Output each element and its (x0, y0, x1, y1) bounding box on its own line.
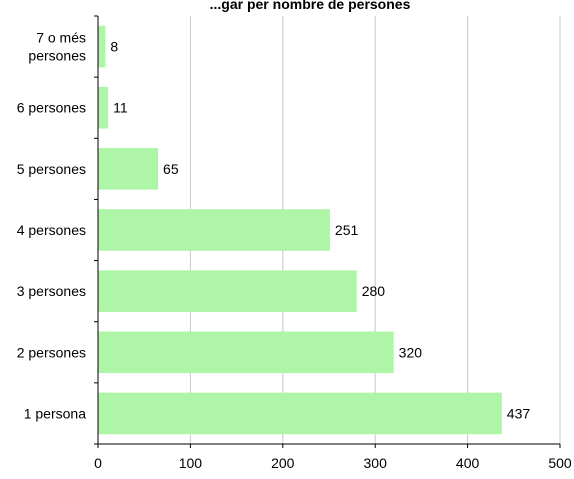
category-label-3-line-0: 4 persones (17, 222, 86, 238)
data-label-4: 65 (163, 161, 179, 177)
category-label-0: 1 persona (24, 405, 86, 421)
bar-6 (98, 25, 106, 68)
category-label-2: 3 persones (17, 283, 86, 299)
x-tick-label-0: 0 (94, 455, 102, 471)
bar-1 (98, 331, 394, 374)
data-label-1: 320 (399, 344, 423, 360)
category-label-4: 5 persones (17, 161, 86, 177)
category-label-0-line-0: 1 persona (24, 405, 86, 421)
x-tick-label-500: 500 (548, 455, 572, 471)
category-label-5-line-0: 6 persones (17, 100, 86, 116)
x-tick-label-300: 300 (364, 455, 388, 471)
data-label-0: 437 (507, 405, 531, 421)
category-label-2-line-0: 3 persones (17, 283, 86, 299)
bar-3 (98, 209, 330, 251)
data-label-6: 8 (110, 39, 118, 55)
category-label-1: 2 persones (17, 344, 86, 360)
category-label-6-line-0: 7 o més (36, 30, 86, 46)
category-label-6: 7 o més persones (28, 30, 86, 64)
category-label-5: 6 persones (17, 100, 86, 116)
category-label-1-line-0: 2 persones (17, 344, 86, 360)
bar-5 (98, 86, 109, 129)
bar-0 (98, 392, 502, 435)
bar-2 (98, 270, 357, 312)
x-tick-label-400: 400 (456, 455, 480, 471)
category-label-6-line-1: persones (28, 48, 86, 64)
x-tick-label-100: 100 (179, 455, 203, 471)
data-label-2: 280 (362, 283, 386, 299)
labels: 437 320 280 251 65 11 8 0 100 200 300 400 500 1 perso… (17, 30, 572, 471)
chart-title: ...gar per nombre de persones (210, 0, 411, 12)
category-label-3: 4 persones (17, 222, 86, 238)
category-label-4-line-0: 5 persones (17, 161, 86, 177)
data-label-5: 11 (113, 100, 128, 116)
bar-4 (98, 148, 159, 190)
bars (98, 25, 502, 435)
x-tick-label-200: 200 (271, 455, 295, 471)
axes (94, 15, 561, 448)
data-label-3: 251 (335, 222, 359, 238)
